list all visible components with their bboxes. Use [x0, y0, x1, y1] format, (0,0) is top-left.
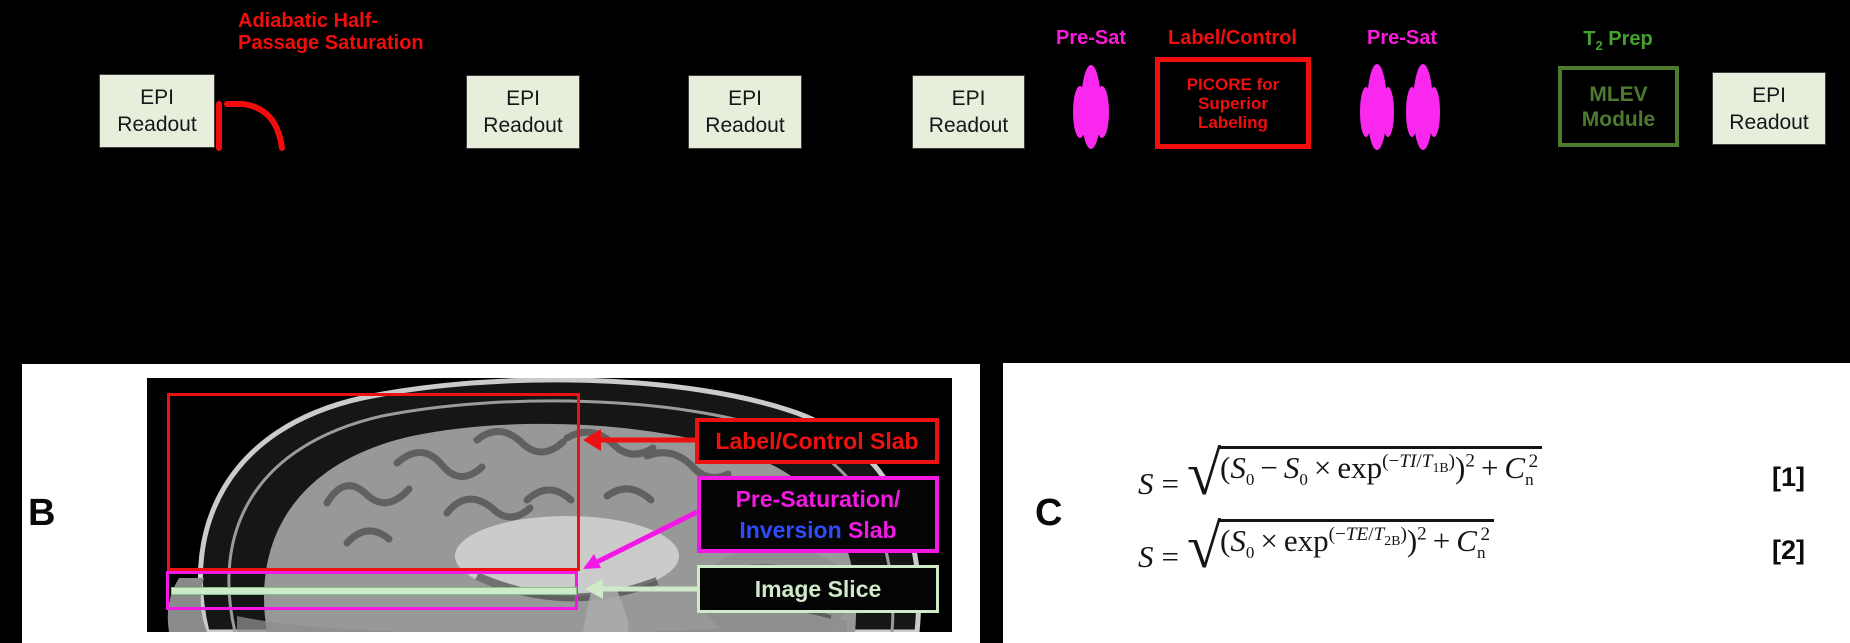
presat-label-2: Pre-Sat: [1366, 27, 1438, 49]
epi-readout-line2: Readout: [928, 114, 1009, 137]
exponent: (−TI/T1B): [1382, 450, 1455, 475]
adiabatic-saturation-line2: Passage Saturation: [238, 32, 424, 54]
panel-c-letter: C: [1035, 492, 1063, 534]
equation-2: S = √ (S0 × exp(−TE/T2B))2 + Cn2: [1138, 513, 1495, 581]
epi-readout-line2: Readout: [705, 114, 785, 137]
image-slice-bar: [171, 587, 577, 595]
epi-readout-box-5: EPI Readout: [1712, 72, 1826, 145]
image-slice-label: Image Slice: [697, 565, 939, 613]
picore-line1: PICORE for: [1186, 74, 1280, 94]
radical-sign: √: [1186, 513, 1222, 581]
presat-rf-pulse-icon: [1073, 65, 1109, 149]
epi-readout-box-4: EPI Readout: [912, 75, 1025, 149]
presat-label-1: Pre-Sat: [1055, 27, 1127, 49]
mlev-line2: Module: [1581, 107, 1656, 131]
epi-readout-line2: Readout: [117, 113, 197, 136]
equation-1-number: [1]: [1772, 462, 1805, 492]
epi-readout-box-3: EPI Readout: [688, 75, 802, 149]
label-control-slab-label: Label/Control Slab: [695, 418, 939, 464]
epi-readout-line1: EPI: [951, 87, 986, 110]
mlev-module-box: MLEV Module: [1558, 66, 1679, 147]
presat-slab-line2: Inversion Slab: [739, 515, 896, 546]
radical-sign: √: [1186, 440, 1222, 508]
label-control-slab-outline: [167, 393, 580, 571]
epi-readout-line1: EPI: [506, 87, 540, 110]
panel-b-letter: B: [28, 492, 56, 534]
epi-readout-line2: Readout: [1729, 110, 1809, 134]
slab-word: Slab: [841, 516, 897, 543]
mlev-line1: MLEV: [1589, 82, 1648, 106]
adiabatic-saturation-label: Adiabatic Half- Passage Saturation: [238, 10, 424, 54]
adiabatic-saturation-line1: Adiabatic Half-: [238, 10, 379, 32]
exponent: (−TE/T2B): [1328, 523, 1407, 548]
epi-readout-line1: EPI: [140, 86, 174, 109]
panel-c: [1003, 363, 1850, 643]
presat-slab-line1: Pre-Saturation/: [735, 485, 901, 512]
t2-prep-label: T2 Prep: [1583, 28, 1653, 53]
picore-line3: Labeling: [1198, 112, 1268, 132]
equation-1: S = √ (S0− S0 × exp(−TI/T1B))2 + Cn2: [1138, 440, 1543, 508]
presaturation-inversion-slab-label: Pre-Saturation/ Inversion Slab: [697, 476, 939, 553]
presat-double-rf-pulse-icon: [1360, 64, 1440, 150]
epi-readout-line2: Readout: [483, 114, 563, 137]
label-control-label: Label/Control: [1168, 27, 1297, 49]
epi-readout-line1: EPI: [728, 87, 762, 110]
inversion-word: Inversion: [739, 516, 842, 543]
epi-readout-box-1: EPI Readout: [99, 74, 215, 148]
epi-readout-box-2: EPI Readout: [466, 75, 580, 149]
picore-box: PICORE for Superior Labeling: [1155, 57, 1311, 149]
epi-readout-line1: EPI: [1752, 83, 1786, 107]
adiabatic-half-passage-pulse-icon: [216, 101, 285, 151]
equation-2-number: [2]: [1772, 535, 1805, 565]
picore-line2: Superior: [1198, 93, 1268, 113]
